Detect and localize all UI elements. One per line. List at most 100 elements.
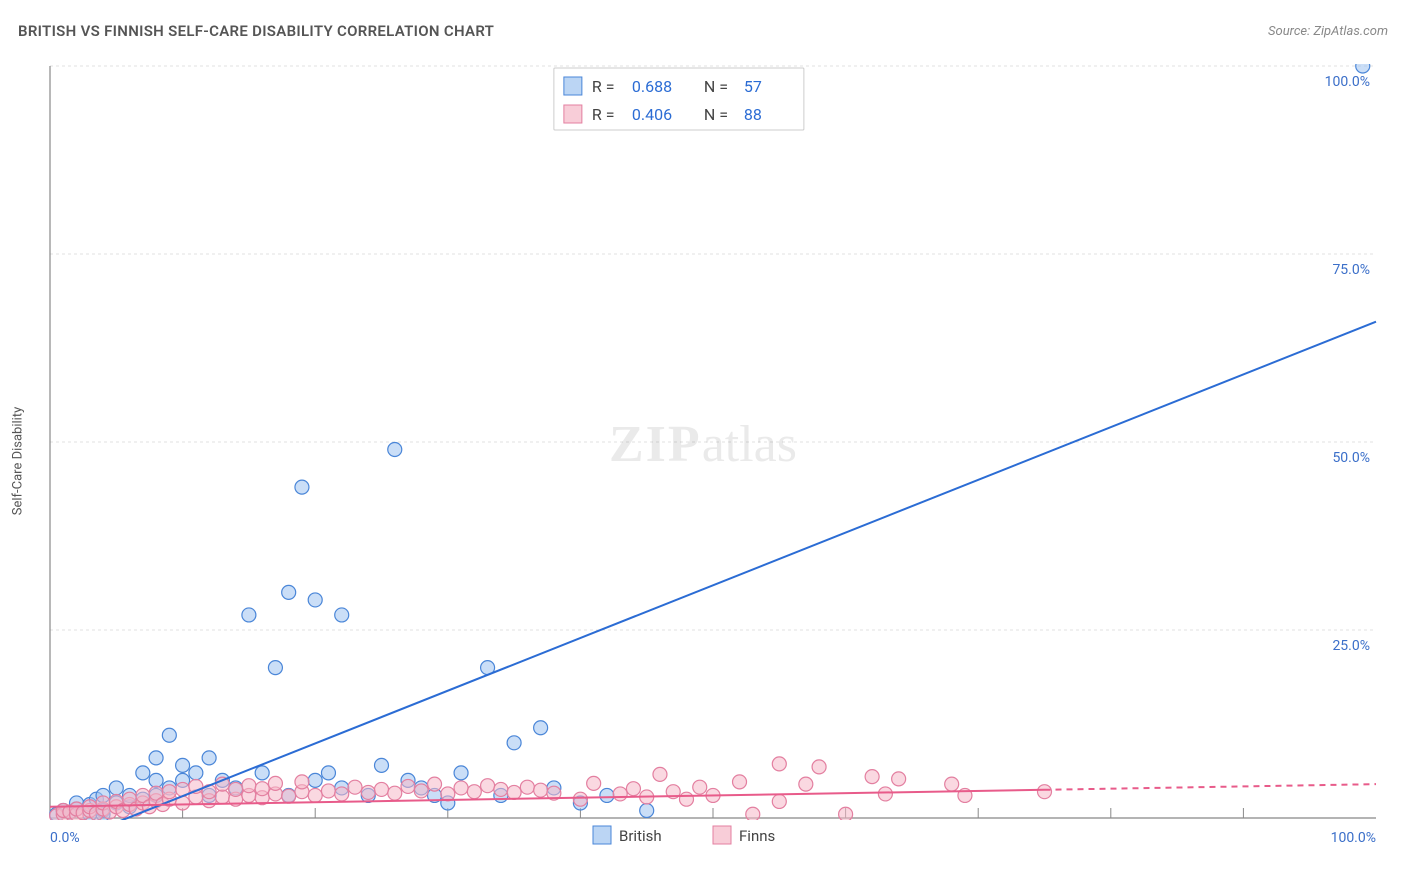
data-point xyxy=(507,736,521,750)
x-tick-label: 100.0% xyxy=(1331,830,1376,846)
data-point xyxy=(335,608,349,622)
data-point xyxy=(268,776,282,790)
data-point xyxy=(945,777,959,791)
data-point xyxy=(812,760,826,774)
legend-r-value: 0.406 xyxy=(632,105,672,124)
legend-r-label: R = xyxy=(592,105,615,124)
watermark: ZIPatlas xyxy=(609,416,797,473)
legend-swatch xyxy=(564,77,582,95)
data-point xyxy=(746,807,760,821)
legend-swatch xyxy=(564,105,582,123)
data-point xyxy=(162,728,176,742)
legend-r-label: R = xyxy=(592,77,615,96)
x-tick-label: 0.0% xyxy=(50,830,80,846)
data-point xyxy=(388,443,402,457)
data-point xyxy=(215,790,229,804)
trend-line-extrapolated xyxy=(1045,784,1377,790)
data-point xyxy=(454,781,468,795)
data-point xyxy=(388,786,402,800)
data-point xyxy=(361,785,375,799)
data-point xyxy=(149,751,163,765)
data-point xyxy=(282,585,296,599)
data-point xyxy=(494,782,508,796)
data-point xyxy=(799,777,813,791)
data-point xyxy=(414,784,428,798)
data-point xyxy=(613,787,627,801)
data-point xyxy=(1356,60,1370,73)
data-point xyxy=(467,785,481,799)
y-axis-label: Self-Care Disability xyxy=(11,407,26,515)
legend-stats: R = 0.688 N = 57 R = 0.406 N = 88 xyxy=(554,68,804,130)
data-point xyxy=(878,787,892,801)
chart-title: BRITISH VS FINNISH SELF-CARE DISABILITY … xyxy=(18,22,494,40)
data-point xyxy=(282,789,296,803)
data-point xyxy=(242,608,256,622)
data-point xyxy=(242,779,256,793)
data-point xyxy=(321,784,335,798)
data-point xyxy=(839,807,853,821)
data-point xyxy=(229,782,243,796)
data-point xyxy=(176,758,190,772)
data-point xyxy=(534,783,548,797)
data-point xyxy=(520,780,534,794)
data-point xyxy=(268,661,282,675)
legend-n-label: N = xyxy=(704,77,728,96)
data-point xyxy=(308,593,322,607)
source-prefix: Source: xyxy=(1268,24,1313,39)
legend-n-value: 57 xyxy=(744,77,762,96)
data-point xyxy=(892,772,906,786)
data-point xyxy=(295,480,309,494)
data-point xyxy=(255,782,269,796)
data-point xyxy=(308,788,322,802)
y-tick-label: 50.0% xyxy=(1332,450,1370,466)
data-point xyxy=(534,721,548,735)
legend-series: British Finns xyxy=(593,826,775,845)
data-point xyxy=(401,779,415,793)
source-link[interactable]: ZipAtlas.com xyxy=(1313,24,1388,39)
legend-swatch xyxy=(713,826,731,844)
trend-line xyxy=(90,322,1376,833)
data-point xyxy=(454,766,468,780)
plot-area: Self-Care Disability 0.0%100.0%25.0%50.0… xyxy=(18,60,1388,862)
data-point xyxy=(321,766,335,780)
y-tick-label: 100.0% xyxy=(1325,74,1370,90)
data-point xyxy=(507,785,521,799)
legend-n-label: N = xyxy=(704,105,728,124)
data-point xyxy=(255,766,269,780)
data-point xyxy=(573,792,587,806)
data-point xyxy=(149,773,163,787)
data-point xyxy=(441,787,455,801)
data-point xyxy=(481,779,495,793)
data-point xyxy=(189,766,203,780)
data-point xyxy=(335,787,349,801)
data-point xyxy=(428,777,442,791)
legend-n-value: 88 xyxy=(744,105,762,124)
data-point xyxy=(679,792,693,806)
data-point xyxy=(136,766,150,780)
legend-series-label: Finns xyxy=(739,827,775,845)
data-point xyxy=(308,773,322,787)
data-point xyxy=(348,780,362,794)
y-tick-label: 75.0% xyxy=(1332,262,1370,278)
data-point xyxy=(626,782,640,796)
legend-r-value: 0.688 xyxy=(632,77,672,96)
data-point xyxy=(375,782,389,796)
data-point xyxy=(733,775,747,789)
data-point xyxy=(375,758,389,772)
data-point xyxy=(1038,785,1052,799)
data-point xyxy=(162,785,176,799)
legend-series-label: British xyxy=(619,827,662,845)
data-point xyxy=(295,775,309,789)
data-point xyxy=(693,780,707,794)
data-point xyxy=(772,794,786,808)
data-point xyxy=(109,781,123,795)
data-point xyxy=(772,757,786,771)
data-point xyxy=(587,776,601,790)
data-point xyxy=(640,803,654,817)
data-point xyxy=(653,767,667,781)
chart-svg: 0.0% 100.0% 25.0% 50.0% 75.0% 100.0% ZIPatlas R… xyxy=(18,60,1388,862)
legend-swatch xyxy=(593,826,611,844)
source-attribution: Source: ZipAtlas.com xyxy=(1268,24,1388,39)
data-point xyxy=(202,751,216,765)
y-tick-label: 25.0% xyxy=(1332,638,1370,654)
